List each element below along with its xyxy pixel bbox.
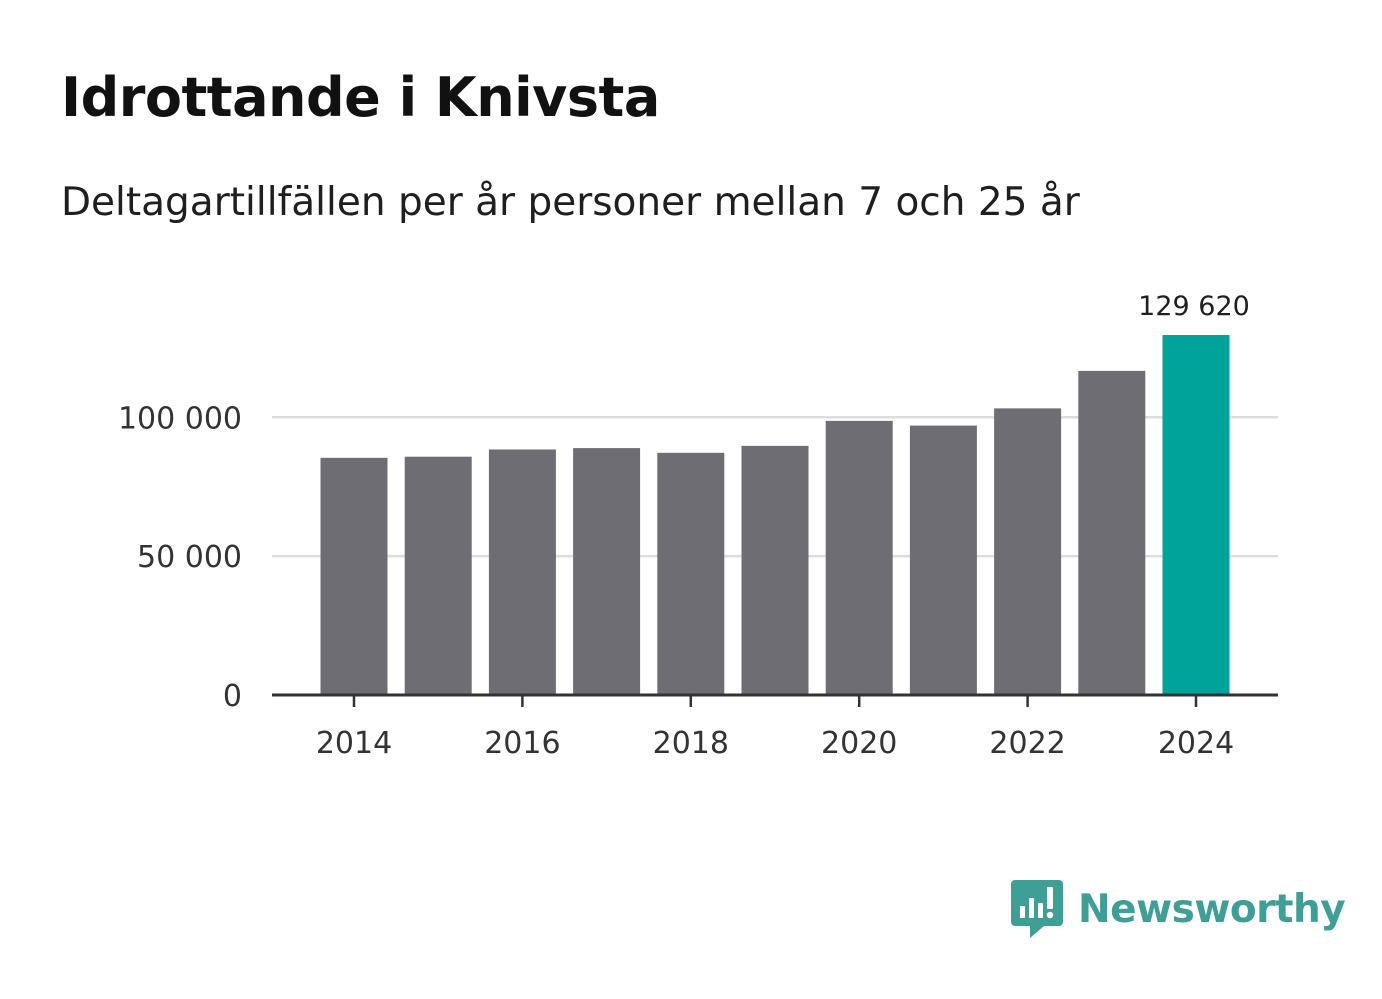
bar-2015 bbox=[404, 456, 472, 695]
x-tick-label: 2016 bbox=[484, 726, 560, 761]
x-tick-label: 2024 bbox=[1158, 726, 1234, 761]
bar-2017 bbox=[573, 448, 641, 695]
chart-subtitle: Deltagartillfällen per år personer mella… bbox=[61, 180, 1080, 225]
brand-name: Newsworthy bbox=[1078, 886, 1346, 932]
bar-2024 bbox=[1162, 335, 1230, 695]
x-tick-label: 2022 bbox=[989, 726, 1065, 761]
bar-2020 bbox=[825, 420, 893, 695]
x-tick-label: 2014 bbox=[316, 726, 392, 761]
x-tick-label: 2018 bbox=[653, 726, 729, 761]
bar-2023 bbox=[1078, 370, 1146, 695]
y-tick-label: 100 000 bbox=[118, 401, 242, 436]
newsworthy-logo: Newsworthy bbox=[1010, 878, 1346, 940]
bar-2021 bbox=[909, 425, 977, 695]
annotations: 129 620 bbox=[1138, 291, 1250, 322]
y-tick-label: 50 000 bbox=[137, 540, 242, 575]
bar-2019 bbox=[741, 445, 809, 695]
x-axis bbox=[272, 693, 1278, 707]
newsworthy-logo-icon bbox=[1011, 880, 1063, 938]
chart-title: Idrottande i Knivsta bbox=[61, 66, 660, 129]
x-axis-labels: 2014 2016 2018 2020 2022 2024 bbox=[316, 726, 1234, 761]
bar-2018 bbox=[657, 452, 725, 695]
bar-2014 bbox=[320, 457, 388, 695]
y-axis-labels: 0 50 000 100 000 bbox=[118, 401, 242, 714]
bar-2022 bbox=[994, 408, 1062, 695]
y-tick-label: 0 bbox=[223, 679, 242, 714]
highlight-value-label: 129 620 bbox=[1138, 291, 1250, 322]
bar-2016 bbox=[488, 449, 556, 695]
bars bbox=[320, 335, 1230, 695]
x-tick-label: 2020 bbox=[821, 726, 897, 761]
